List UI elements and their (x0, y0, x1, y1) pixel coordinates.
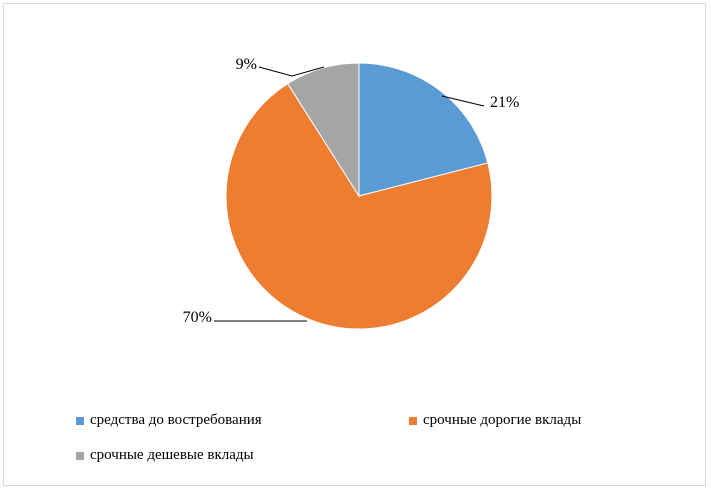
legend-label-2: срочные дорогие вклады (423, 412, 582, 428)
leader-line-3 (258, 66, 325, 77)
legend-swatch-2 (409, 416, 417, 425)
leader-lines (214, 66, 485, 322)
legend-label-3: срочные дешевые вклады (90, 447, 254, 463)
chart-frame: 21% 70% 9% средства до востребования срочн… (3, 3, 706, 486)
legend-swatch-1 (76, 416, 84, 425)
pie-slices (225, 62, 493, 330)
data-label-2: 70% (183, 309, 212, 326)
legend-label-1: средства до востребования (90, 412, 262, 428)
pie-slice-1 (358, 62, 489, 197)
pie-slice-3 (287, 62, 360, 198)
legend-item-1: средства до востребования (76, 412, 262, 429)
pie-slice-2 (225, 83, 493, 330)
legend-item-2: срочные дорогие вклады (409, 412, 581, 429)
legend-swatch-3 (76, 451, 84, 460)
leader-line-1 (441, 95, 485, 107)
legend-item-3: срочные дешевые вклады (76, 447, 254, 464)
pie-chart: 21% 70% 9% (183, 56, 520, 330)
data-labels: 21% 70% 9% (183, 56, 520, 326)
data-label-1: 21% (490, 94, 519, 111)
data-label-3: 9% (236, 56, 257, 73)
